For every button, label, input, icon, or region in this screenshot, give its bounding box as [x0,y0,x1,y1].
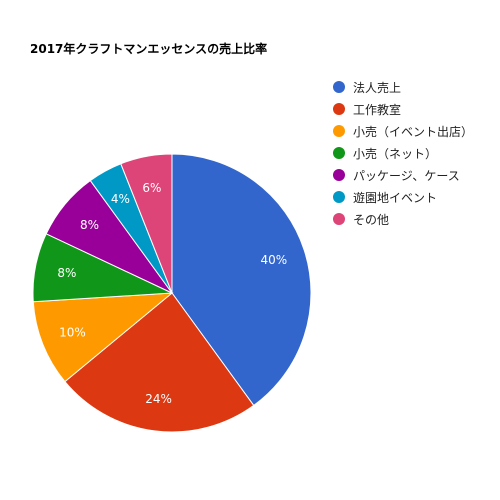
legend-swatch-1 [333,81,345,93]
pie-slice-1 [171,153,312,407]
legend-label-6: 遊園地イベント [353,190,438,205]
legend-swatch-3 [333,125,345,137]
slice-value-label-2: 24% [145,392,172,406]
legend-label-5: パッケージ、ケース [353,168,460,183]
slice-value-label-3: 10% [59,325,86,339]
legend-label-7: その他 [353,212,390,227]
legend-label-1: 法人売上 [353,80,402,95]
legend-item-1: 法人売上 [333,76,473,98]
legend-swatch-7 [333,213,345,225]
legend-label-2: 工作教室 [353,102,402,117]
legend-item-7: その他 [333,208,473,230]
slice-value-label-1: 40% [260,253,287,267]
pie-slice-3 [32,292,174,383]
legend-item-6: 遊園地イベント [333,186,473,208]
chart-title: 2017年クラフトマンエッセンスの売上比率 [30,42,268,56]
pie-slice-7 [120,153,173,294]
slice-value-label-5: 8% [80,218,99,232]
slice-value-label-4: 8% [57,266,76,280]
legend-label-4: 小売（ネット） [353,146,438,161]
legend-label-3: 小売（イベント出店） [353,124,474,139]
legend-swatch-6 [333,191,345,203]
legend-swatch-5 [333,169,345,181]
slice-value-label-7: 6% [142,181,161,195]
legend-swatch-2 [333,103,345,115]
legend-item-5: パッケージ、ケース [333,164,473,186]
legend-item-4: 小売（ネット） [333,142,473,164]
pie-slice-2 [64,292,255,433]
slice-value-label-6: 4% [111,192,130,206]
legend-item-3: 小売（イベント出店） [333,120,473,142]
legend: 法人売上工作教室小売（イベント出店） 小売（ネット） パッケージ、ケース 遊園地イベン… [333,76,473,230]
legend-item-2: 工作教室 [333,98,473,120]
legend-swatch-4 [333,147,345,159]
